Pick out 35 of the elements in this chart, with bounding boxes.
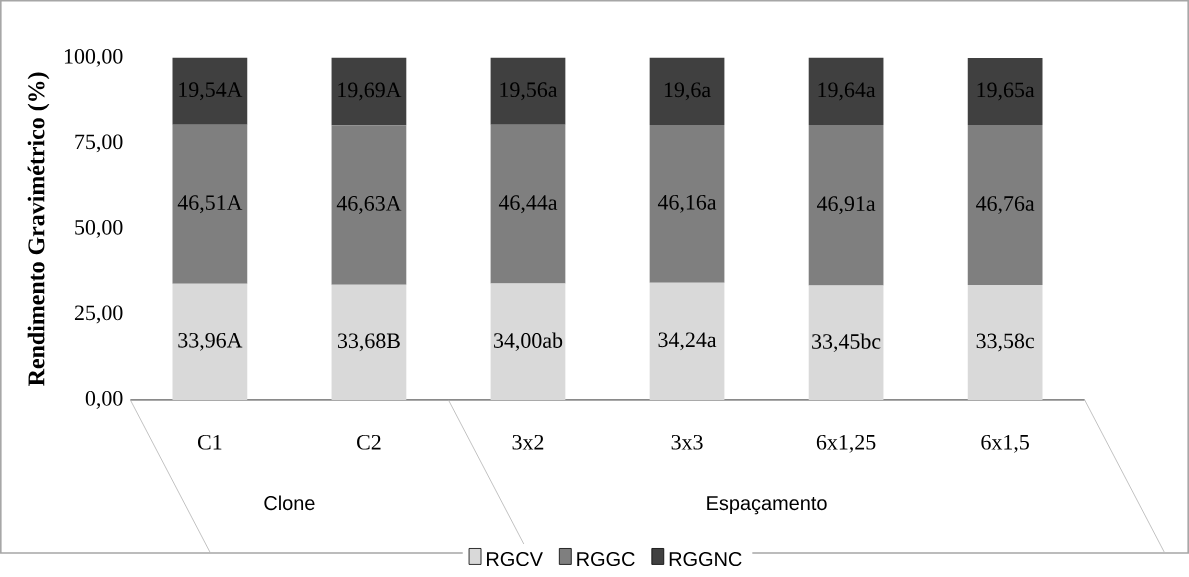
x-tick-label: C2 (357, 434, 381, 450)
legend-label: RGCV (487, 552, 543, 567)
data-label: 46,16a (657, 194, 717, 213)
data-label: 33,58c (976, 333, 1034, 352)
data-label: 19,6a (664, 82, 711, 101)
data-label: 33,96A (178, 332, 243, 351)
data-label: 19,69A (338, 82, 402, 101)
text: Clone (264, 495, 315, 511)
x-tick-label: 3x2 (512, 434, 544, 450)
legend-label: RGGC (577, 552, 635, 567)
data-label: 19,56a (500, 82, 558, 101)
data-label: 46,51A (177, 195, 243, 214)
legend-label: RGGNC (669, 552, 742, 567)
x-tick-label: C1 (197, 434, 222, 450)
x-tick-label: 3x3 (671, 434, 703, 450)
data-label: 19,64a (818, 82, 876, 101)
data-label: 34,24a (658, 332, 717, 351)
data-label: 19,65a (977, 82, 1035, 101)
data-label: 33,68B (338, 333, 400, 352)
y-tick-label: 50,00 (75, 219, 123, 238)
y-axis-title: Rendimento Gravimétrico (%) (27, 72, 50, 386)
x-tick-label: 6x1,5 (981, 434, 1029, 453)
y-tick-label: 0,00 (85, 391, 123, 409)
data-label: 46,44a (498, 195, 558, 214)
data-label: 46,63A (336, 196, 402, 214)
y-tick-label: 100,00 (64, 48, 123, 67)
y-tick-label: 25,00 (74, 305, 123, 324)
data-label: 19,54A (179, 82, 243, 101)
data-label: 46,91a (816, 196, 876, 215)
data-label: 33,45bc (812, 333, 881, 353)
text: Espaçamento (707, 496, 827, 515)
data-label: 46,76a (976, 196, 1035, 215)
data-label: 34,00ab (494, 332, 563, 352)
y-tick-label: 75,00 (75, 134, 123, 153)
x-tick-label: 6x1,25 (816, 434, 876, 453)
